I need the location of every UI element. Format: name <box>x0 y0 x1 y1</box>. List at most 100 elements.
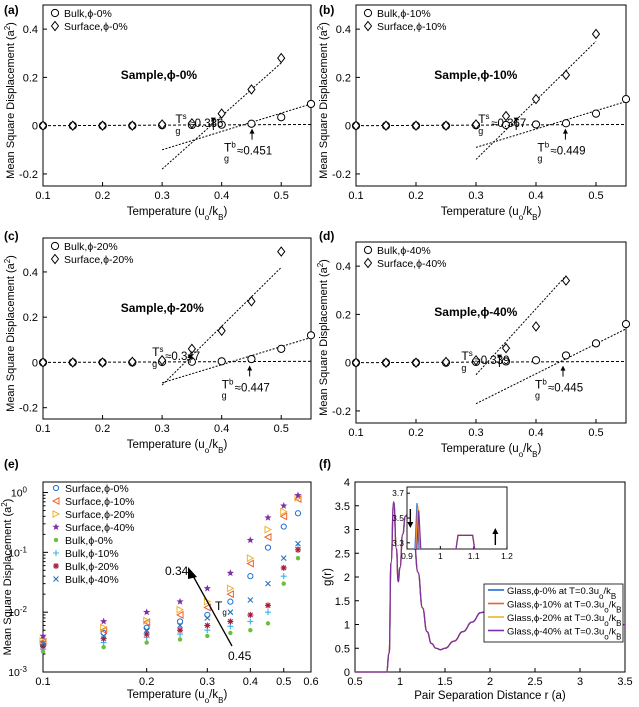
x-tick-label: 0.2 <box>408 427 423 439</box>
text-span: B <box>218 446 223 455</box>
panel-label: (c) <box>4 229 19 243</box>
text-span: Temperature (u <box>441 443 519 455</box>
text-span: o <box>599 592 604 601</box>
text-span: Mean Square Displacement (a <box>5 262 17 411</box>
legend-marker <box>363 8 373 18</box>
legend-label: Glass,ϕ-20% at T=0.3uo/kB <box>507 613 621 628</box>
arrow-head <box>407 522 414 528</box>
y-axis-label: Mean Square Displacement (a2) <box>3 22 18 179</box>
fit-line <box>355 360 627 364</box>
y-tick-label: 0.4 <box>336 24 351 36</box>
text-span: s <box>183 112 187 121</box>
text-span: Mean Square Displacement (a <box>318 266 330 415</box>
data-point <box>99 626 108 635</box>
surface-point <box>471 354 481 366</box>
x-axis-label: Temperature (uo/kB) <box>441 206 542 222</box>
arrow-head <box>187 354 193 360</box>
panel-c: (c)0.1 0.2 0.3 0.4 0.5-0.200.20.4Bulk,ϕ-20%S… <box>3 229 316 455</box>
text-span: /k <box>603 586 611 597</box>
data-point <box>264 602 271 609</box>
surface-point <box>531 321 541 332</box>
inset-x-tick-label: 1.1 <box>468 551 480 561</box>
bulk-point <box>277 344 286 353</box>
legend-label: Bulk,ϕ-20% <box>64 241 118 253</box>
data-point <box>227 618 234 625</box>
text-span: T <box>152 345 160 359</box>
text-span: Glass,ϕ-40% at T=0.3u <box>507 627 604 638</box>
surface-point <box>561 69 571 81</box>
surface-point <box>187 117 197 129</box>
surface-point <box>501 110 511 122</box>
panel-label: (a) <box>4 3 19 17</box>
legend-box <box>483 583 624 643</box>
text-span: ) <box>223 206 227 218</box>
x-tick-label: 0.3 <box>200 676 215 688</box>
x-tick-label: 0.1 <box>348 190 363 202</box>
tg-start-label: 0.34 <box>165 564 189 578</box>
legend-marker <box>52 484 60 492</box>
tg-bulk-sub: g <box>535 391 540 401</box>
bulk-point <box>501 120 511 130</box>
surface-point <box>98 357 107 368</box>
text-span: /k <box>523 443 532 455</box>
x-axis-label: Temperature (uo/kB) <box>127 439 228 455</box>
text-span: Temperature (u <box>127 689 205 701</box>
surface-point <box>217 325 226 337</box>
surface-point <box>38 120 48 131</box>
data-point <box>226 569 234 577</box>
text-span: Temperature (u <box>127 439 205 451</box>
data-point <box>227 598 234 605</box>
tg-surface-symbol: Ts <box>478 112 489 127</box>
bulk-point <box>531 356 541 365</box>
text-span: 2 <box>3 25 12 30</box>
inset-y-tick-label: 3.3 <box>392 538 404 548</box>
text-span: ) <box>537 443 541 455</box>
y-tick-label: 3.5 <box>335 501 350 513</box>
x-axis-label: Temperature (uo/kB) <box>127 206 228 222</box>
text-span: b <box>229 377 234 386</box>
arrow-head <box>247 365 253 371</box>
tg-bulk-label: ≈0.451 <box>237 146 272 158</box>
data-point <box>280 555 287 562</box>
text-span: b <box>545 140 550 149</box>
text-span: ) <box>223 689 227 701</box>
text-span: Mean Square Displacement (a <box>318 29 330 178</box>
surface-point <box>441 120 451 131</box>
inset-x-tick-label: 1.2 <box>501 551 513 561</box>
legend-marker <box>51 496 60 506</box>
legend-label: Bulk,ϕ-10% <box>377 8 431 20</box>
surface-point <box>217 108 226 119</box>
surface-point <box>351 120 361 131</box>
text-span: 2 <box>0 502 9 507</box>
x-tick-label: 0.1 <box>35 190 50 202</box>
legend-label: Bulk,ϕ-0% <box>65 535 113 547</box>
tg-arrow-label: Tg <box>215 599 227 617</box>
legend-label: Surface,ϕ-40% <box>65 522 135 534</box>
x-tick-label: 0.1 <box>35 423 50 435</box>
x-tick-label: 0.5 <box>588 190 603 202</box>
tg-bulk-sub: g <box>537 154 542 164</box>
arrow-head <box>188 567 197 579</box>
text-span: T <box>535 378 543 392</box>
bulk-point <box>217 120 226 129</box>
x-tick-label: 2 <box>487 676 493 688</box>
arrow-head <box>562 128 568 134</box>
legend-marker <box>50 253 60 265</box>
bulk-point <box>591 339 601 348</box>
data-point <box>39 632 47 640</box>
panel-d: (d)0.1 0.2 0.3 0.4 0.5-0.200.20.4Bulk,ϕ-40%S… <box>316 229 631 459</box>
text-span: Temperature (u <box>127 206 205 218</box>
x-tick-label: 0.2 <box>139 676 154 688</box>
x-axis-label: Temperature (uo/kB) <box>441 443 542 459</box>
tg-surface-symbol: Ts <box>175 112 186 127</box>
y-tick-label: 10-2 <box>8 605 27 620</box>
legend-marker <box>363 245 373 255</box>
text-span: Mean Square Displacement (a <box>5 29 17 178</box>
surface-point <box>68 357 77 368</box>
data-point <box>39 636 48 646</box>
text-span: /k <box>209 206 218 218</box>
x-tick-label: 0.6 <box>303 676 318 688</box>
x-tick-label: 0.2 <box>408 190 423 202</box>
surface-point <box>441 356 451 368</box>
data-point <box>177 637 183 642</box>
